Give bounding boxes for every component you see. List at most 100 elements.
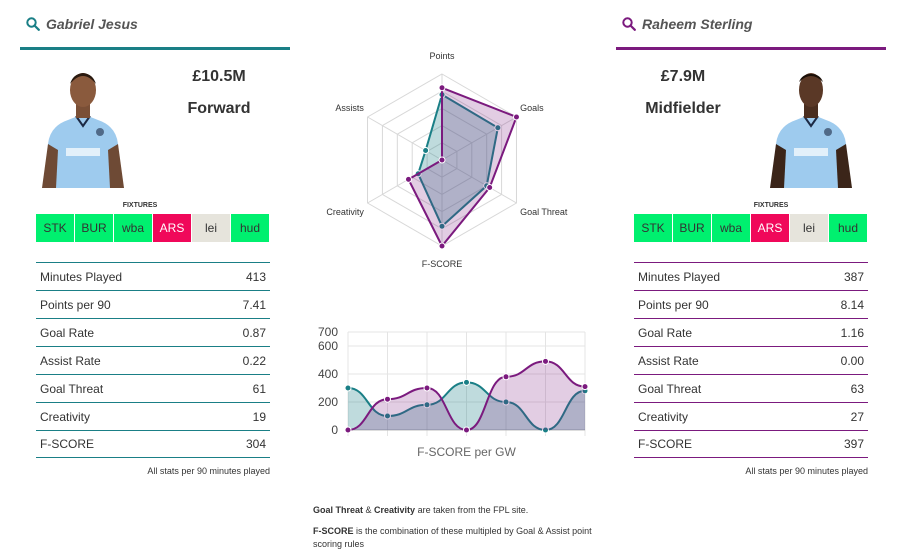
stat-row: Assist Rate 0.00 [634,346,868,374]
radar-chart: Points Goals Goal Threat F-SCORE Creativity A… [326,51,568,269]
player2-position: Midfielder [645,100,721,117]
fixture-cell: lei [790,214,829,242]
y-tick-label: 400 [318,367,338,381]
stat-row: Minutes Played 387 [634,262,868,290]
y-tick-label: 0 [331,423,338,437]
player1-position: Forward [187,100,251,117]
footnote-text: is the combination of these multipled by… [313,526,592,549]
stat-label: Creativity [40,409,91,424]
fixture-cell: lei [192,214,231,242]
series-point [463,378,470,386]
player1-search[interactable]: Gabriel Jesus [20,0,290,50]
stat-value: 0.22 [242,353,266,368]
player1-price: £10.5M [192,68,246,85]
footnote-bold: F-SCORE [313,526,354,536]
stat-value: 61 [252,381,266,396]
series-point [423,384,431,392]
player1-panel: Gabriel Jesus £10.5M Forward FIXTURES ST… [20,0,290,476]
series-area [348,361,585,430]
player2-name[interactable]: Raheem Sterling [642,15,753,32]
series-point [344,384,352,392]
player2-panel: Raheem Sterling £7.9M Midfielder FIXTURE… [616,0,886,476]
fixture-cell: hud [231,214,270,242]
stat-value: 63 [850,381,864,396]
radar-point [438,84,446,92]
fixture-cell: wba [114,214,153,242]
stat-label: Minutes Played [638,269,721,284]
radar-spoke [367,116,443,161]
player1-stats-note: All stats per 90 minutes played [147,466,270,476]
radar-axis-label: Assists [335,103,364,113]
radar-axis-label: Goals [520,103,544,113]
player1-fixtures-title: FIXTURES [122,202,158,209]
stat-row: Minutes Played 413 [36,262,270,290]
stat-value: 1.16 [840,325,864,340]
player1-profile: £10.5M Forward [20,50,290,190]
footnote-bold: Creativity [374,505,416,515]
stat-value: 397 [843,437,864,451]
radar-axis-label: Goal Threat [520,207,568,217]
stat-row: F-SCORE 397 [634,430,868,458]
radar-point [438,222,446,230]
player2-search[interactable]: Raheem Sterling [616,0,886,50]
player2-stats-note: All stats per 90 minutes played [745,466,868,476]
stat-value: 19 [252,409,266,424]
search-icon[interactable] [622,16,636,31]
player2-price: £7.9M [660,68,706,85]
series-point [542,426,549,434]
stat-label: Points per 90 [40,297,111,312]
fixture-cell: hud [829,214,868,242]
stat-value: 387 [843,269,864,284]
series-point [542,357,549,365]
radar-axis-label: F-SCORE [422,259,463,269]
radar-point [494,124,502,132]
stat-value: 304 [245,437,266,451]
radar-point [422,147,430,155]
player2-fixtures-title: FIXTURES [753,202,789,209]
stat-label: Goal Threat [638,381,702,396]
stat-value: 413 [245,269,266,284]
y-tick-label: 200 [318,395,338,409]
fixture-cell: BUR [673,214,712,242]
radar-point [438,156,446,164]
series-point [463,426,470,434]
y-tick-label: 600 [318,339,338,353]
stat-row: Goal Rate 0.87 [36,318,270,346]
fixture-cell: STK [36,214,75,242]
stat-row: Goal Threat 63 [634,374,868,402]
stat-row: Creativity 19 [36,402,270,430]
player2-photo [766,64,856,188]
y-tick-label: 700 [318,325,338,339]
footnote-2: F-SCORE is the combination of these mult… [313,525,593,551]
footnote-text: are taken from the FPL site. [415,505,529,515]
radar-spoke [441,159,517,204]
stat-value: 0.87 [242,325,266,340]
stat-row: Assist Rate 0.22 [36,346,270,374]
fixture-cell: ARS [751,214,790,242]
footnotes: Goal Threat & Creativity are taken from … [313,504,593,559]
radar-axis-label: Creativity [326,207,364,217]
search-icon[interactable] [26,16,40,31]
stat-value: 27 [850,409,864,424]
player1-name[interactable]: Gabriel Jesus [46,15,138,32]
stat-row: F-SCORE 304 [36,430,270,458]
stat-label: Assist Rate [638,353,699,368]
player2-stats-table: Minutes Played 387 Points per 90 8.14 Goal… [634,262,868,458]
stat-value: 0.00 [840,353,864,368]
footnote-1: Goal Threat & Creativity are taken from … [313,504,593,517]
stat-label: Goal Rate [638,325,693,340]
stat-value: 7.41 [242,297,266,312]
footnote-bold: Goal Threat [313,505,364,515]
stat-label: F-SCORE [40,437,94,451]
stat-label: Points per 90 [638,297,709,312]
radar-point [404,175,412,183]
series-point [384,395,391,403]
radar-point [438,242,446,250]
radar-point [512,113,520,121]
player2-fixtures: STK BUR wba ARS lei hud [634,214,868,242]
stat-label: Assist Rate [40,353,101,368]
stat-row: Goal Threat 61 [36,374,270,402]
footnote-text: & [363,505,375,515]
stat-label: F-SCORE [638,437,692,451]
